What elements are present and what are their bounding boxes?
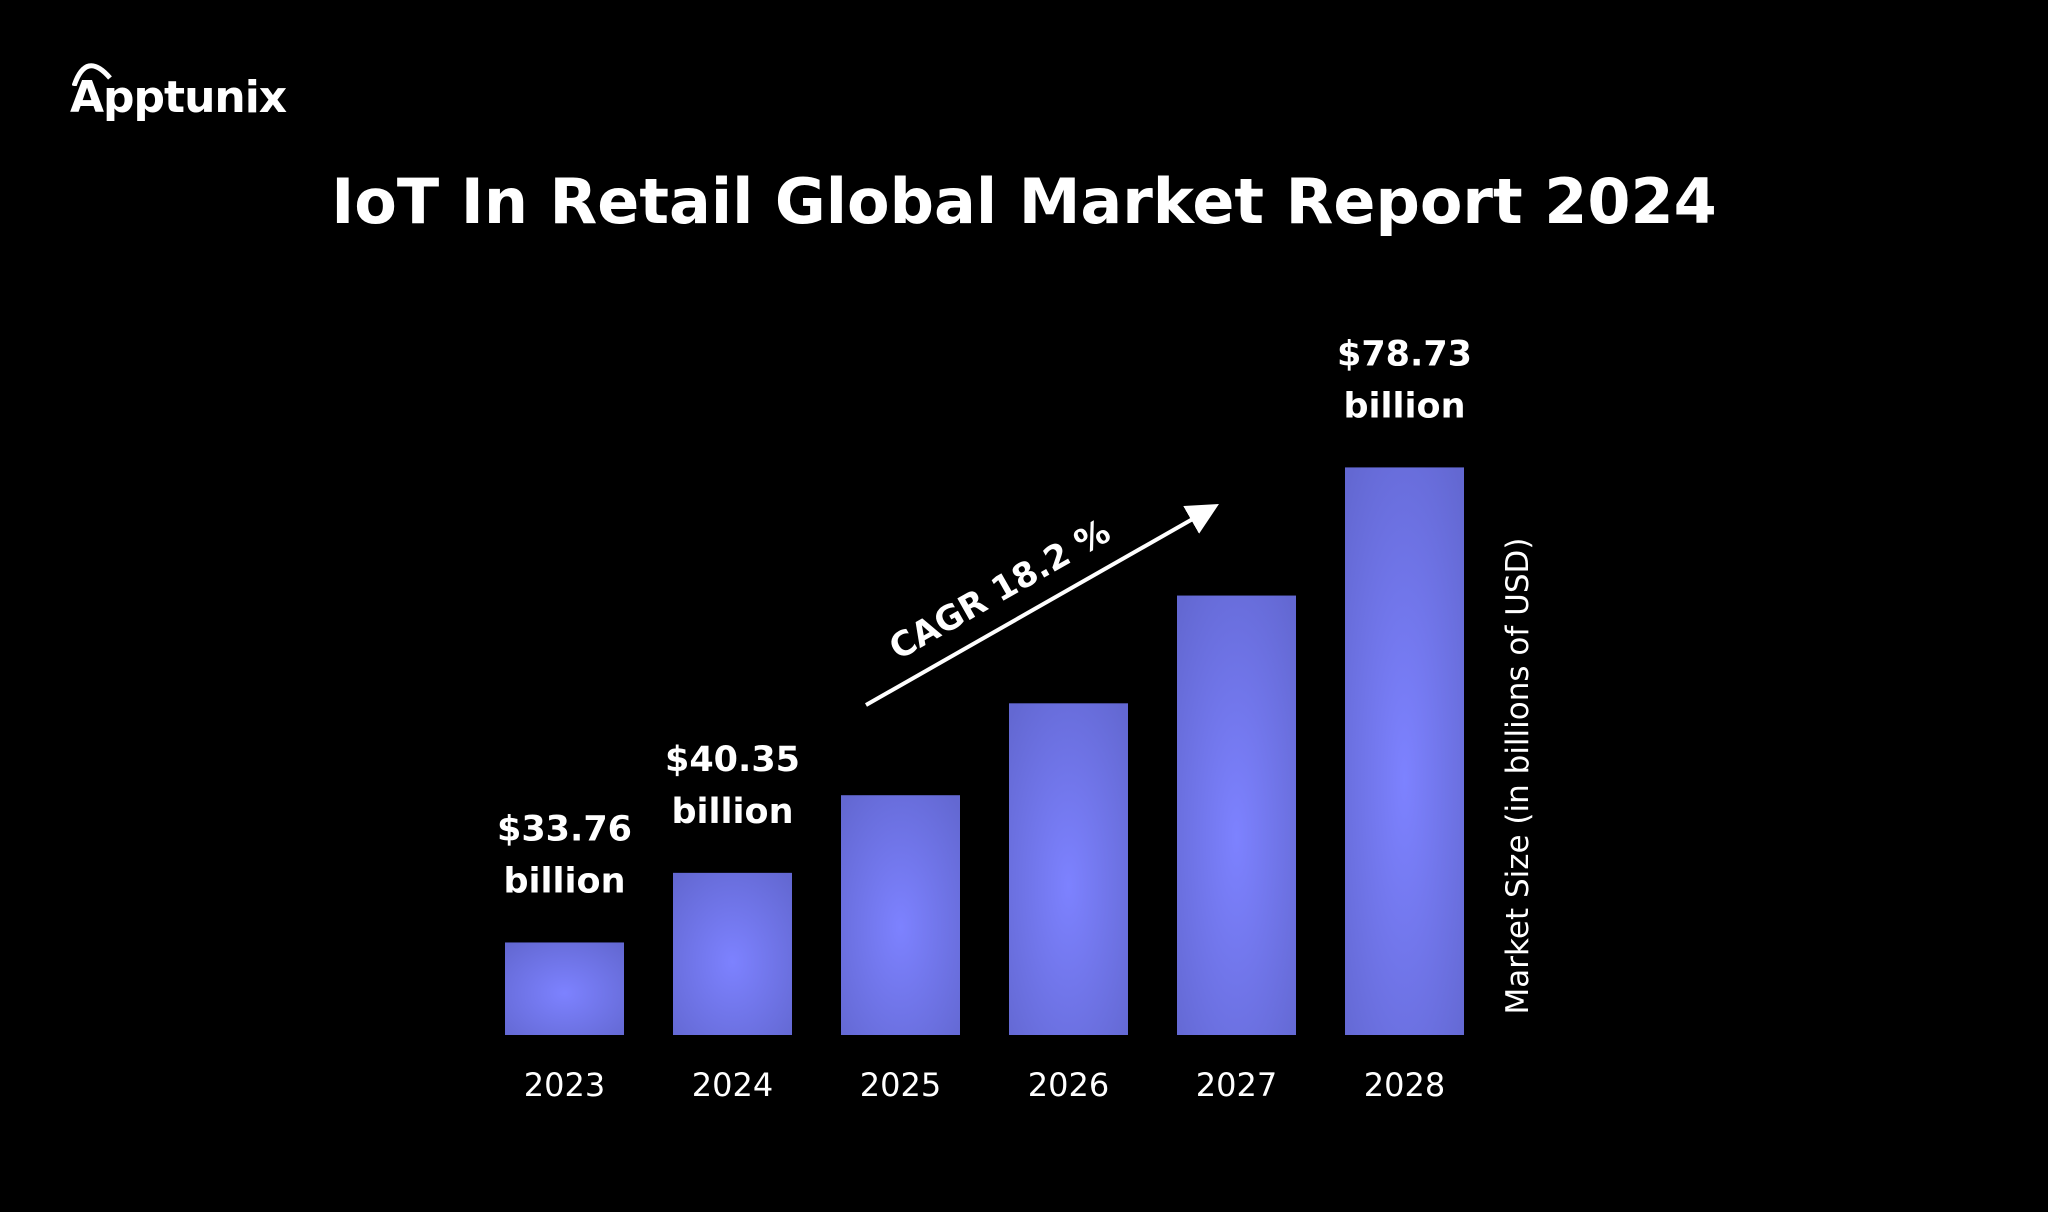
x-tick-label: 2025 <box>860 1066 941 1104</box>
data-label-unit: billion <box>1343 386 1465 426</box>
bar-2026 <box>1009 703 1128 1035</box>
bar-2028 <box>1345 467 1464 1035</box>
data-label-unit: billion <box>503 861 625 901</box>
x-tick-label: 2026 <box>1028 1066 1109 1104</box>
bar-2023 <box>505 942 624 1035</box>
x-tick-label: 2023 <box>524 1066 605 1104</box>
data-label-unit: billion <box>671 792 793 832</box>
bar-2024 <box>673 872 792 1035</box>
bar-2025 <box>841 795 960 1035</box>
data-label-value: $78.73 <box>1337 334 1472 374</box>
cagr-arrow <box>865 504 1219 707</box>
x-tick-label: 2028 <box>1364 1066 1445 1104</box>
bar-2027 <box>1177 595 1296 1035</box>
x-tick-label: 2027 <box>1196 1066 1277 1104</box>
logo-arc-icon <box>72 63 112 86</box>
data-label-value: $33.76 <box>497 809 632 849</box>
chart-title: IoT In Retail Global Market Report 2024 <box>331 165 1717 238</box>
x-tick-label: 2024 <box>692 1066 773 1104</box>
y-axis-label: Market Size (in billions of USD) <box>1500 537 1536 1015</box>
data-label-value: $40.35 <box>665 740 800 780</box>
logo-text: Apptunix <box>70 72 287 123</box>
